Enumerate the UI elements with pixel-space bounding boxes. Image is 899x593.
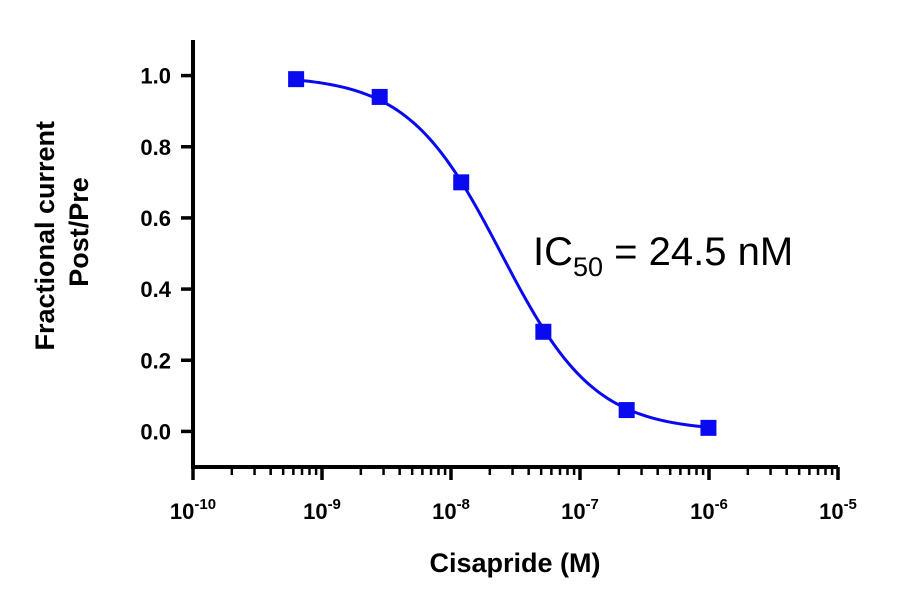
- data-point: [371, 88, 388, 105]
- data-point: [535, 323, 552, 340]
- y-tick-label: 0.2: [140, 348, 171, 373]
- fit-curve-layer: [295, 78, 709, 429]
- x-tick-label-base: 10: [819, 499, 843, 524]
- x-tick-label-base: 10: [170, 499, 194, 524]
- x-tick-label: 10-5: [819, 496, 857, 524]
- y-axis-title-line-1: Fractional current: [30, 121, 60, 351]
- x-tick-label-exponent: -7: [586, 496, 599, 513]
- data-point: [700, 419, 717, 436]
- x-tick-label-exponent: -9: [328, 496, 341, 513]
- x-tick-label-base: 10: [690, 499, 714, 524]
- x-tick-label: 10-9: [303, 496, 341, 524]
- x-tick-label-exponent: -10: [194, 496, 216, 513]
- ic50-suffix: = 24.5 nM: [603, 230, 793, 274]
- data-point: [618, 402, 635, 419]
- y-axis-title: Fractional current Post/Pre: [30, 113, 94, 350]
- axes: [181, 40, 840, 480]
- x-tick-label-base: 10: [432, 499, 456, 524]
- x-axis-title: Cisapride (M): [429, 548, 600, 578]
- ic50-annotation: IC50 = 24.5 nM: [533, 230, 793, 282]
- fit-curve: [295, 78, 709, 429]
- x-tick-label-exponent: -6: [715, 496, 728, 513]
- x-tick-label: 10-7: [561, 496, 599, 524]
- y-tick-label: 0.8: [140, 135, 171, 160]
- x-tick-label: 10-10: [170, 496, 216, 524]
- y-tick-label: 0.6: [140, 206, 171, 231]
- data-points: [288, 71, 717, 436]
- ic50-prefix: IC: [533, 230, 573, 274]
- y-tick-label: 0.4: [140, 277, 171, 302]
- x-tick-label-exponent: -5: [844, 496, 857, 513]
- data-point: [453, 174, 470, 191]
- x-tick-label: 10-6: [690, 496, 728, 524]
- x-tick-label: 10-8: [432, 496, 470, 524]
- y-axis-title-line-2: Post/Pre: [64, 177, 94, 287]
- data-point: [288, 71, 305, 88]
- ic50-subscript: 50: [573, 252, 603, 282]
- y-tick-label: 1.0: [140, 64, 171, 89]
- x-tick-label-base: 10: [303, 499, 327, 524]
- x-tick-label-base: 10: [561, 499, 585, 524]
- x-tick-label-exponent: -8: [457, 496, 470, 513]
- tick-labels: 0.00.20.40.60.81.010-10 10-9 10-8 10-7 10-6 1…: [140, 64, 857, 524]
- y-tick-label: 0.0: [140, 419, 171, 444]
